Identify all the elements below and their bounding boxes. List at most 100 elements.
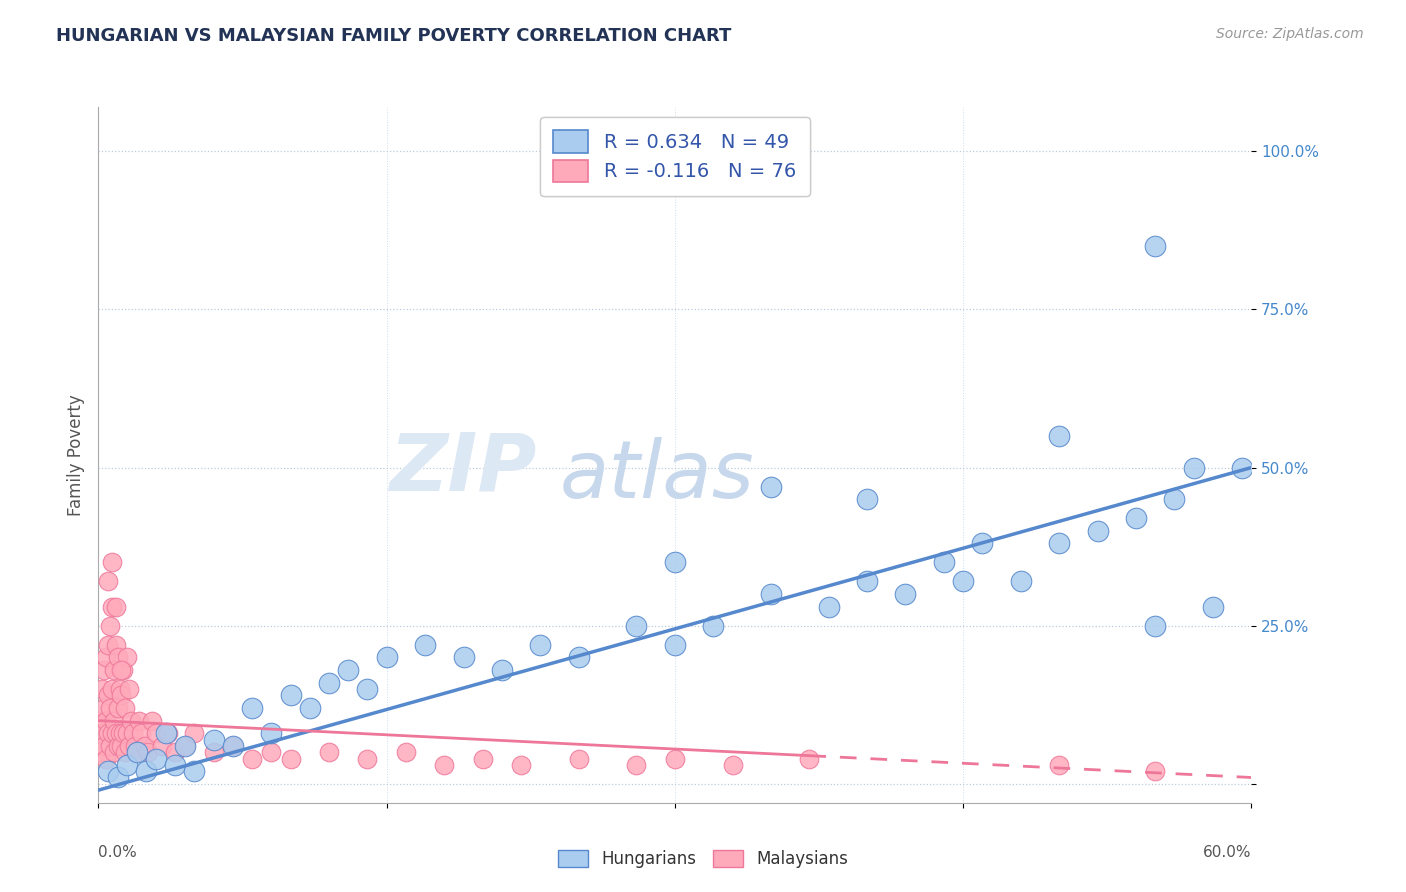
Point xyxy=(529,638,551,652)
Point xyxy=(103,745,125,759)
Point xyxy=(1202,599,1225,614)
Point xyxy=(759,479,782,493)
Point xyxy=(759,587,782,601)
Point xyxy=(125,745,148,759)
Point xyxy=(141,714,163,728)
Point xyxy=(280,751,302,765)
Text: HUNGARIAN VS MALAYSIAN FAMILY POVERTY CORRELATION CHART: HUNGARIAN VS MALAYSIAN FAMILY POVERTY CO… xyxy=(56,27,731,45)
Point xyxy=(952,574,974,589)
Point xyxy=(413,638,436,652)
Point xyxy=(145,726,167,740)
Point xyxy=(93,663,115,677)
Point xyxy=(114,745,136,759)
Point xyxy=(1125,511,1147,525)
Point xyxy=(972,536,994,550)
Point xyxy=(433,757,456,772)
Point xyxy=(183,764,205,779)
Point xyxy=(799,751,821,765)
Point xyxy=(98,701,121,715)
Point xyxy=(626,618,648,632)
Point xyxy=(93,739,115,753)
Point xyxy=(135,764,157,779)
Point xyxy=(1163,492,1185,507)
Point xyxy=(174,739,197,753)
Point xyxy=(120,714,142,728)
Point xyxy=(107,650,129,665)
Point xyxy=(240,701,263,715)
Point xyxy=(104,638,127,652)
Point xyxy=(108,681,131,696)
Legend: Hungarians, Malaysians: Hungarians, Malaysians xyxy=(551,843,855,875)
Point xyxy=(112,726,135,740)
Point xyxy=(856,492,879,507)
Point xyxy=(156,726,179,740)
Point xyxy=(114,701,136,715)
Point xyxy=(107,739,129,753)
Point xyxy=(183,726,205,740)
Point xyxy=(107,701,129,715)
Point xyxy=(318,675,340,690)
Point xyxy=(664,751,686,765)
Point xyxy=(1144,618,1167,632)
Text: 0.0%: 0.0% xyxy=(98,845,138,860)
Legend: R = 0.634   N = 49, R = -0.116   N = 76: R = 0.634 N = 49, R = -0.116 N = 76 xyxy=(540,117,810,195)
Point xyxy=(93,701,115,715)
Point xyxy=(1010,574,1032,589)
Point xyxy=(117,726,138,740)
Point xyxy=(664,556,686,570)
Text: 60.0%: 60.0% xyxy=(1204,845,1251,860)
Point xyxy=(118,739,141,753)
Point xyxy=(721,757,744,772)
Point xyxy=(260,726,283,740)
Point xyxy=(101,599,124,614)
Point xyxy=(337,663,360,677)
Point xyxy=(894,587,917,601)
Point xyxy=(98,618,121,632)
Point xyxy=(471,751,494,765)
Point xyxy=(491,663,513,677)
Point xyxy=(101,681,124,696)
Point xyxy=(395,745,418,759)
Point xyxy=(510,757,533,772)
Point xyxy=(222,739,245,753)
Point xyxy=(101,726,124,740)
Text: ZIP: ZIP xyxy=(389,430,537,508)
Point xyxy=(122,726,145,740)
Point xyxy=(101,556,124,570)
Point xyxy=(1087,524,1109,538)
Point xyxy=(202,745,225,759)
Point xyxy=(165,757,187,772)
Point xyxy=(165,745,187,759)
Point xyxy=(664,638,686,652)
Point xyxy=(98,739,121,753)
Point xyxy=(124,739,146,753)
Point xyxy=(118,681,141,696)
Point xyxy=(107,771,129,785)
Point xyxy=(1182,460,1205,475)
Point xyxy=(626,757,648,772)
Point xyxy=(174,739,197,753)
Point xyxy=(260,745,283,759)
Point xyxy=(94,650,117,665)
Point xyxy=(94,714,117,728)
Point xyxy=(129,726,152,740)
Point xyxy=(568,751,591,765)
Point xyxy=(110,663,132,677)
Point xyxy=(155,726,177,740)
Point xyxy=(1144,764,1167,779)
Point xyxy=(108,726,131,740)
Point xyxy=(817,599,839,614)
Point xyxy=(280,688,302,702)
Point xyxy=(103,663,125,677)
Point xyxy=(94,751,117,765)
Point xyxy=(702,618,724,632)
Point xyxy=(150,739,173,753)
Point xyxy=(97,726,120,740)
Point xyxy=(298,701,321,715)
Point xyxy=(202,732,225,747)
Point xyxy=(103,714,125,728)
Point xyxy=(375,650,398,665)
Point xyxy=(97,638,120,652)
Point xyxy=(97,764,120,779)
Point xyxy=(568,650,591,665)
